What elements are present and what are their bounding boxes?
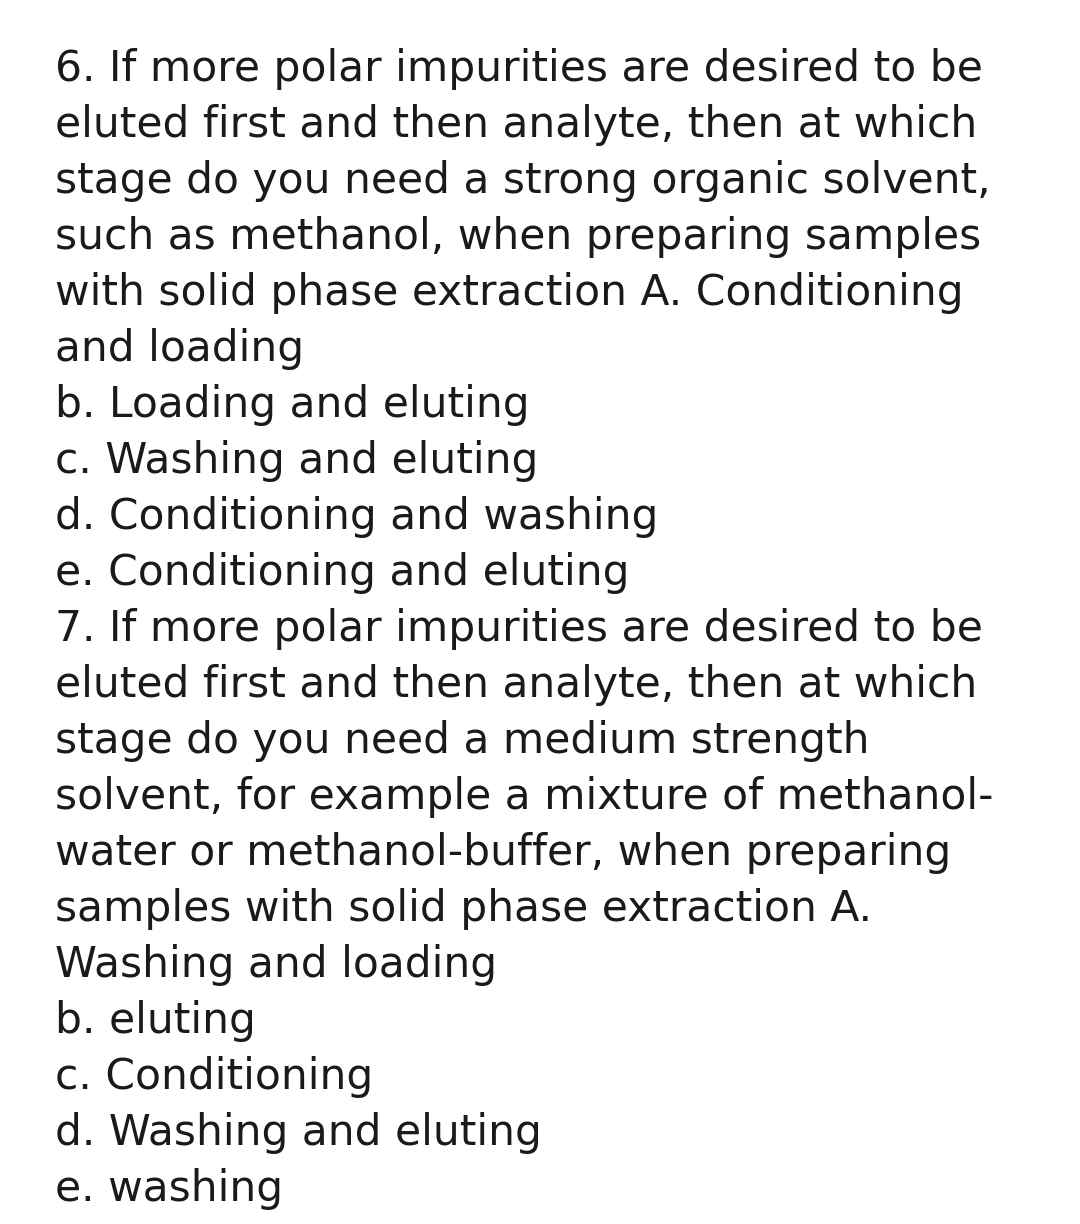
Text: d. Washing and eluting: d. Washing and eluting	[55, 1111, 542, 1154]
Text: e. Conditioning and eluting: e. Conditioning and eluting	[55, 552, 630, 594]
Text: 7. If more polar impurities are desired to be: 7. If more polar impurities are desired …	[55, 608, 983, 650]
Text: c. Conditioning: c. Conditioning	[55, 1056, 374, 1098]
Text: c. Washing and eluting: c. Washing and eluting	[55, 439, 538, 482]
Text: b. eluting: b. eluting	[55, 1000, 256, 1042]
Text: eluted first and then analyte, then at which: eluted first and then analyte, then at w…	[55, 104, 977, 146]
Text: with solid phase extraction A. Conditioning: with solid phase extraction A. Condition…	[55, 272, 963, 315]
Text: such as methanol, when preparing samples: such as methanol, when preparing samples	[55, 215, 982, 258]
Text: solvent, for example a mixture of methanol-: solvent, for example a mixture of methan…	[55, 776, 994, 818]
Text: and loading: and loading	[55, 328, 305, 370]
Text: 6. If more polar impurities are desired to be: 6. If more polar impurities are desired …	[55, 48, 983, 91]
Text: d. Conditioning and washing: d. Conditioning and washing	[55, 496, 659, 539]
Text: Washing and loading: Washing and loading	[55, 944, 497, 987]
Text: e. washing: e. washing	[55, 1168, 283, 1211]
Text: stage do you need a medium strength: stage do you need a medium strength	[55, 720, 869, 763]
Text: b. Loading and eluting: b. Loading and eluting	[55, 384, 529, 426]
Text: eluted first and then analyte, then at which: eluted first and then analyte, then at w…	[55, 663, 977, 706]
Text: samples with solid phase extraction A.: samples with solid phase extraction A.	[55, 887, 873, 930]
Text: stage do you need a strong organic solvent,: stage do you need a strong organic solve…	[55, 160, 990, 202]
Text: water or methanol-buffer, when preparing: water or methanol-buffer, when preparing	[55, 832, 951, 874]
